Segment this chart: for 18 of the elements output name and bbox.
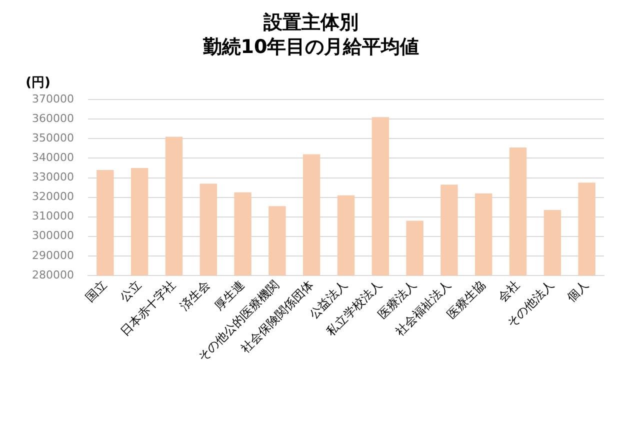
x-tick-label: 会社: [495, 278, 522, 305]
y-tick-label: 300000: [32, 229, 74, 242]
y-axis-title: (円): [26, 75, 50, 90]
y-tick-label: 360000: [32, 112, 74, 125]
chart-subtitle: 勤続10年目の月給平均値: [202, 36, 420, 58]
x-tick-label: 個人: [564, 278, 592, 305]
y-tick-label: 280000: [32, 268, 74, 282]
y-tick-label: 290000: [32, 248, 74, 262]
y-tick-label: 310000: [32, 210, 74, 223]
y-tick-label: 370000: [32, 92, 74, 106]
x-tick-label: 済生会: [177, 278, 213, 314]
y-tick-label: 340000: [32, 151, 74, 164]
y-tick-label: 350000: [32, 132, 74, 145]
x-tick-label: 公立: [117, 278, 144, 305]
chart-title: 設置主体別: [262, 11, 358, 34]
x-tick-label: 国立: [82, 278, 110, 305]
y-tick-label: 330000: [32, 170, 74, 184]
y-tick-label: 320000: [32, 190, 74, 204]
